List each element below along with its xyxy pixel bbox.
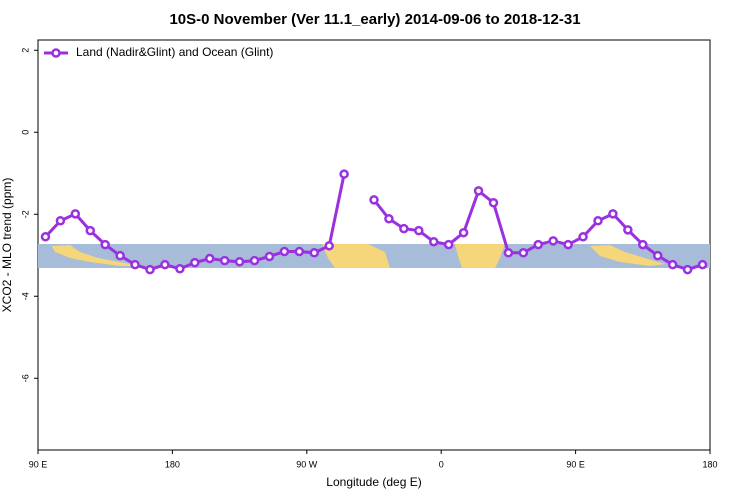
data-point bbox=[638, 239, 648, 250]
x-tick-label: 180 bbox=[702, 459, 717, 469]
data-point bbox=[204, 253, 215, 264]
x-tick-label: 90 E bbox=[29, 459, 48, 469]
data-point bbox=[503, 248, 514, 258]
y-tick-label: -4 bbox=[20, 292, 30, 300]
data-point bbox=[234, 257, 245, 267]
x-axis-label: Longitude (deg E) bbox=[326, 475, 421, 489]
data-point bbox=[667, 259, 678, 270]
data-point bbox=[324, 241, 334, 251]
data-point bbox=[249, 255, 260, 266]
data-point bbox=[518, 248, 529, 258]
data-point bbox=[652, 250, 663, 261]
data-point bbox=[40, 232, 51, 242]
y-tick-label: 0 bbox=[20, 130, 30, 135]
legend-marker bbox=[51, 48, 61, 58]
x-tick-label: 90 E bbox=[566, 459, 585, 469]
data-point bbox=[428, 236, 439, 247]
data-point bbox=[578, 232, 588, 242]
data-point bbox=[399, 223, 409, 234]
data-point bbox=[533, 239, 544, 250]
chart-title: 10S-0 November (Ver 11.1_early) 2014-09-… bbox=[169, 11, 580, 28]
data-point bbox=[593, 216, 603, 226]
data-point bbox=[294, 246, 305, 257]
y-tick-label: -6 bbox=[20, 374, 30, 382]
data-point bbox=[175, 264, 185, 274]
data-point bbox=[339, 169, 349, 179]
data-point bbox=[473, 186, 484, 196]
data-point bbox=[548, 236, 558, 246]
data-point bbox=[384, 214, 394, 224]
data-point bbox=[488, 198, 499, 208]
y-tick-label: -2 bbox=[20, 210, 30, 218]
data-point bbox=[279, 246, 290, 257]
data-point bbox=[190, 257, 200, 268]
data-point bbox=[100, 239, 110, 250]
map-strip bbox=[38, 244, 710, 268]
data-point bbox=[608, 209, 618, 219]
data-point bbox=[264, 251, 275, 262]
x-tick-label: 0 bbox=[439, 459, 444, 469]
x-tick-label: 180 bbox=[165, 459, 180, 469]
legend-label: Land (Nadir&Glint) and Ocean (Glint) bbox=[76, 45, 273, 59]
data-point bbox=[55, 216, 66, 226]
data-point bbox=[369, 195, 379, 205]
data-point bbox=[70, 209, 81, 219]
data-point bbox=[115, 250, 125, 261]
data-point bbox=[458, 227, 469, 238]
y-tick-label: 2 bbox=[20, 48, 30, 53]
data-point bbox=[697, 259, 708, 270]
data-point bbox=[309, 248, 320, 258]
data-point bbox=[623, 225, 633, 235]
y-axis-label: XCO2 - MLO trend (ppm) bbox=[0, 178, 14, 313]
data-point bbox=[443, 239, 454, 250]
data-point bbox=[160, 259, 170, 270]
data-point bbox=[145, 264, 155, 275]
data-point bbox=[563, 239, 573, 250]
data-point bbox=[219, 255, 230, 266]
data-point bbox=[85, 225, 96, 236]
data-point bbox=[414, 225, 424, 236]
x-tick-label: 90 W bbox=[296, 459, 318, 469]
data-point bbox=[130, 259, 140, 270]
data-point bbox=[682, 264, 693, 275]
